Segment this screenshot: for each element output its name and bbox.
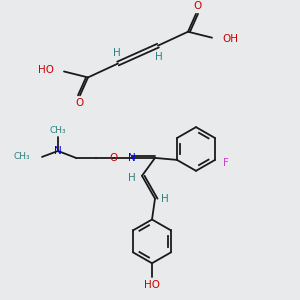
Text: H: H bbox=[155, 52, 163, 61]
Text: N: N bbox=[54, 146, 62, 156]
Text: HO: HO bbox=[144, 280, 160, 290]
Text: H: H bbox=[161, 194, 169, 204]
Text: CH₃: CH₃ bbox=[50, 126, 66, 135]
Text: H: H bbox=[113, 48, 121, 58]
Text: O: O bbox=[110, 153, 118, 163]
Text: O: O bbox=[75, 98, 83, 108]
Text: H: H bbox=[128, 173, 136, 183]
Text: F: F bbox=[223, 158, 229, 168]
Text: OH: OH bbox=[222, 34, 238, 44]
Text: N: N bbox=[128, 153, 136, 163]
Text: HO: HO bbox=[38, 65, 54, 76]
Text: CH₃: CH₃ bbox=[14, 152, 30, 161]
Text: O: O bbox=[193, 1, 201, 11]
